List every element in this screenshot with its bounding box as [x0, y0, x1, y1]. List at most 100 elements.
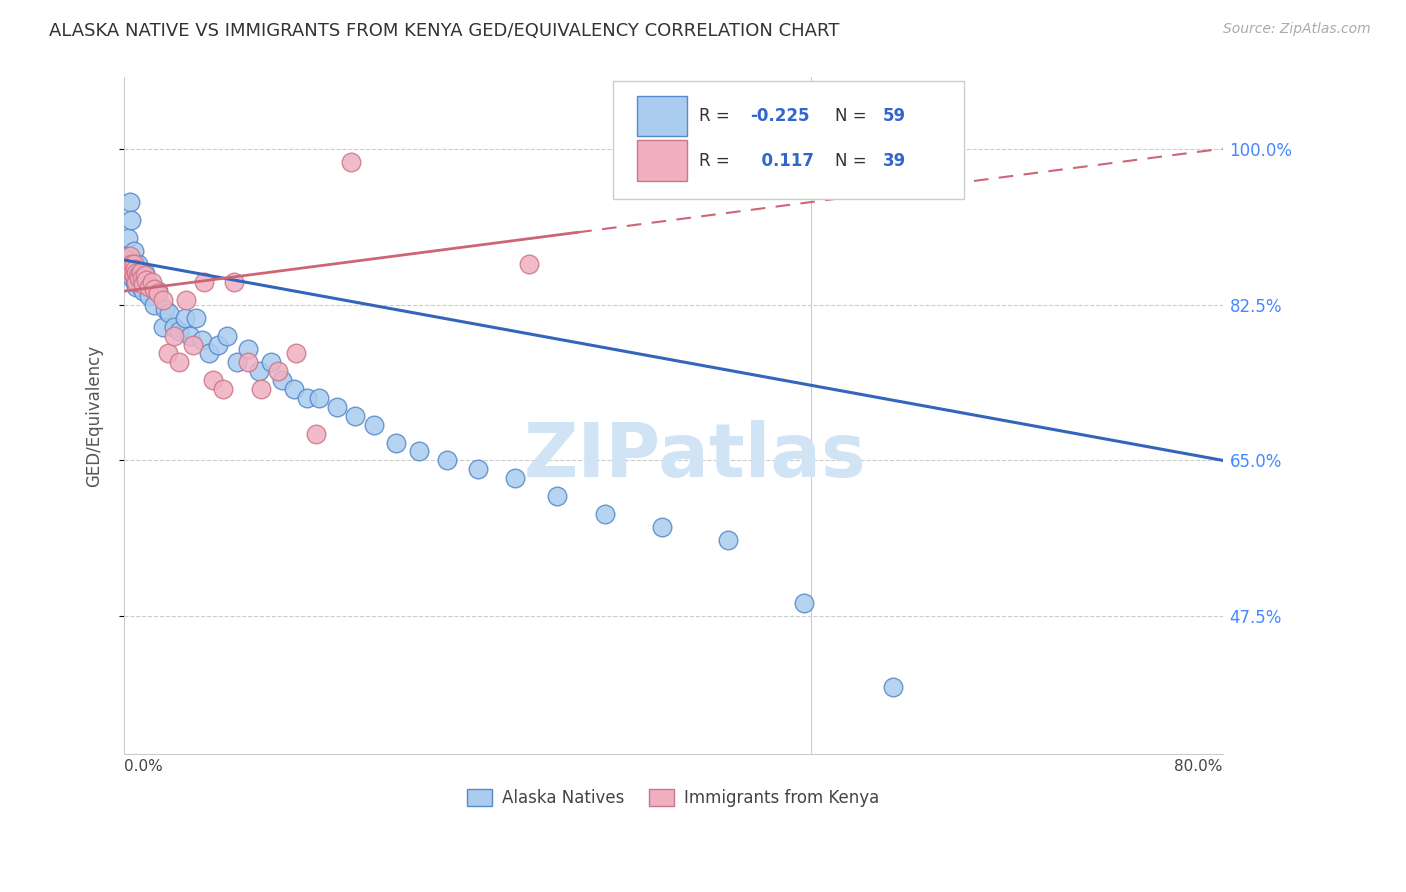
Point — [115, 257, 138, 271]
Point — [128, 268, 150, 282]
Point — [122, 261, 145, 276]
Text: 80.0%: 80.0% — [1174, 759, 1223, 773]
Point — [184, 310, 207, 325]
Point — [120, 213, 142, 227]
Point — [198, 346, 221, 360]
Point — [148, 285, 170, 300]
Point — [134, 268, 156, 282]
Text: N =: N = — [835, 107, 872, 125]
Text: 39: 39 — [883, 152, 907, 169]
Point — [250, 382, 273, 396]
Point — [174, 293, 197, 307]
Point — [271, 373, 294, 387]
Point — [326, 400, 349, 414]
Point — [343, 409, 366, 423]
Point — [191, 333, 214, 347]
Text: 59: 59 — [883, 107, 907, 125]
Point — [124, 261, 146, 276]
Point — [155, 301, 177, 316]
Point — [124, 257, 146, 271]
Point — [121, 270, 143, 285]
Text: N =: N = — [835, 152, 872, 169]
Point — [295, 391, 318, 405]
Text: 0.0%: 0.0% — [124, 759, 163, 773]
Point — [148, 284, 170, 298]
Point — [131, 270, 153, 285]
Point — [120, 257, 142, 271]
Point — [546, 489, 568, 503]
Text: R =: R = — [699, 107, 735, 125]
Y-axis label: GED/Equivalency: GED/Equivalency — [86, 345, 103, 487]
Point — [408, 444, 430, 458]
Point — [143, 282, 166, 296]
Point — [193, 275, 215, 289]
Point — [385, 435, 408, 450]
Point — [793, 596, 815, 610]
Point — [118, 248, 141, 262]
Point — [118, 195, 141, 210]
Point — [339, 155, 361, 169]
Point — [129, 264, 152, 278]
Point — [127, 268, 149, 282]
Text: 0.117: 0.117 — [751, 152, 814, 169]
Text: Source: ZipAtlas.com: Source: ZipAtlas.com — [1223, 22, 1371, 37]
Point — [651, 520, 673, 534]
Point — [129, 279, 152, 293]
Point — [127, 257, 149, 271]
Point — [115, 248, 138, 262]
Point — [117, 231, 139, 245]
Point — [167, 355, 190, 369]
Point — [122, 268, 145, 282]
Point — [125, 279, 148, 293]
Point — [236, 355, 259, 369]
Point — [121, 252, 143, 267]
Point — [134, 266, 156, 280]
Point — [159, 306, 181, 320]
Text: ZIPatlas: ZIPatlas — [524, 420, 866, 493]
Point — [217, 328, 239, 343]
Point — [267, 364, 290, 378]
Point — [162, 319, 184, 334]
FancyBboxPatch shape — [637, 95, 686, 136]
Point — [505, 471, 527, 485]
Point — [120, 261, 142, 276]
Point — [125, 266, 148, 280]
Point — [173, 310, 195, 325]
Point — [225, 355, 247, 369]
Point — [179, 328, 201, 343]
Point — [593, 507, 616, 521]
Text: ALASKA NATIVE VS IMMIGRANTS FROM KENYA GED/EQUIVALENCY CORRELATION CHART: ALASKA NATIVE VS IMMIGRANTS FROM KENYA G… — [49, 22, 839, 40]
Point — [128, 270, 150, 285]
Point — [236, 342, 259, 356]
Point — [125, 266, 148, 280]
Point — [117, 252, 139, 267]
Point — [131, 270, 153, 285]
Point — [135, 273, 157, 287]
Point — [247, 364, 270, 378]
Point — [143, 297, 166, 311]
Text: -0.225: -0.225 — [751, 107, 810, 125]
Point — [363, 417, 385, 432]
FancyBboxPatch shape — [637, 140, 686, 181]
Point — [127, 270, 149, 285]
Point — [122, 244, 145, 258]
Point — [181, 337, 204, 351]
Point — [517, 257, 540, 271]
Point — [162, 328, 184, 343]
Point — [157, 346, 180, 360]
Point — [212, 382, 235, 396]
FancyBboxPatch shape — [613, 81, 965, 199]
Point — [283, 382, 305, 396]
Point — [308, 391, 330, 405]
Text: R =: R = — [699, 152, 735, 169]
Point — [132, 277, 155, 291]
Point — [125, 275, 148, 289]
Point — [305, 426, 328, 441]
Point — [135, 275, 157, 289]
Point — [717, 533, 740, 548]
Point — [284, 346, 307, 360]
Point — [120, 257, 142, 271]
Point — [882, 681, 904, 695]
Point — [141, 275, 163, 289]
Point — [124, 275, 146, 289]
